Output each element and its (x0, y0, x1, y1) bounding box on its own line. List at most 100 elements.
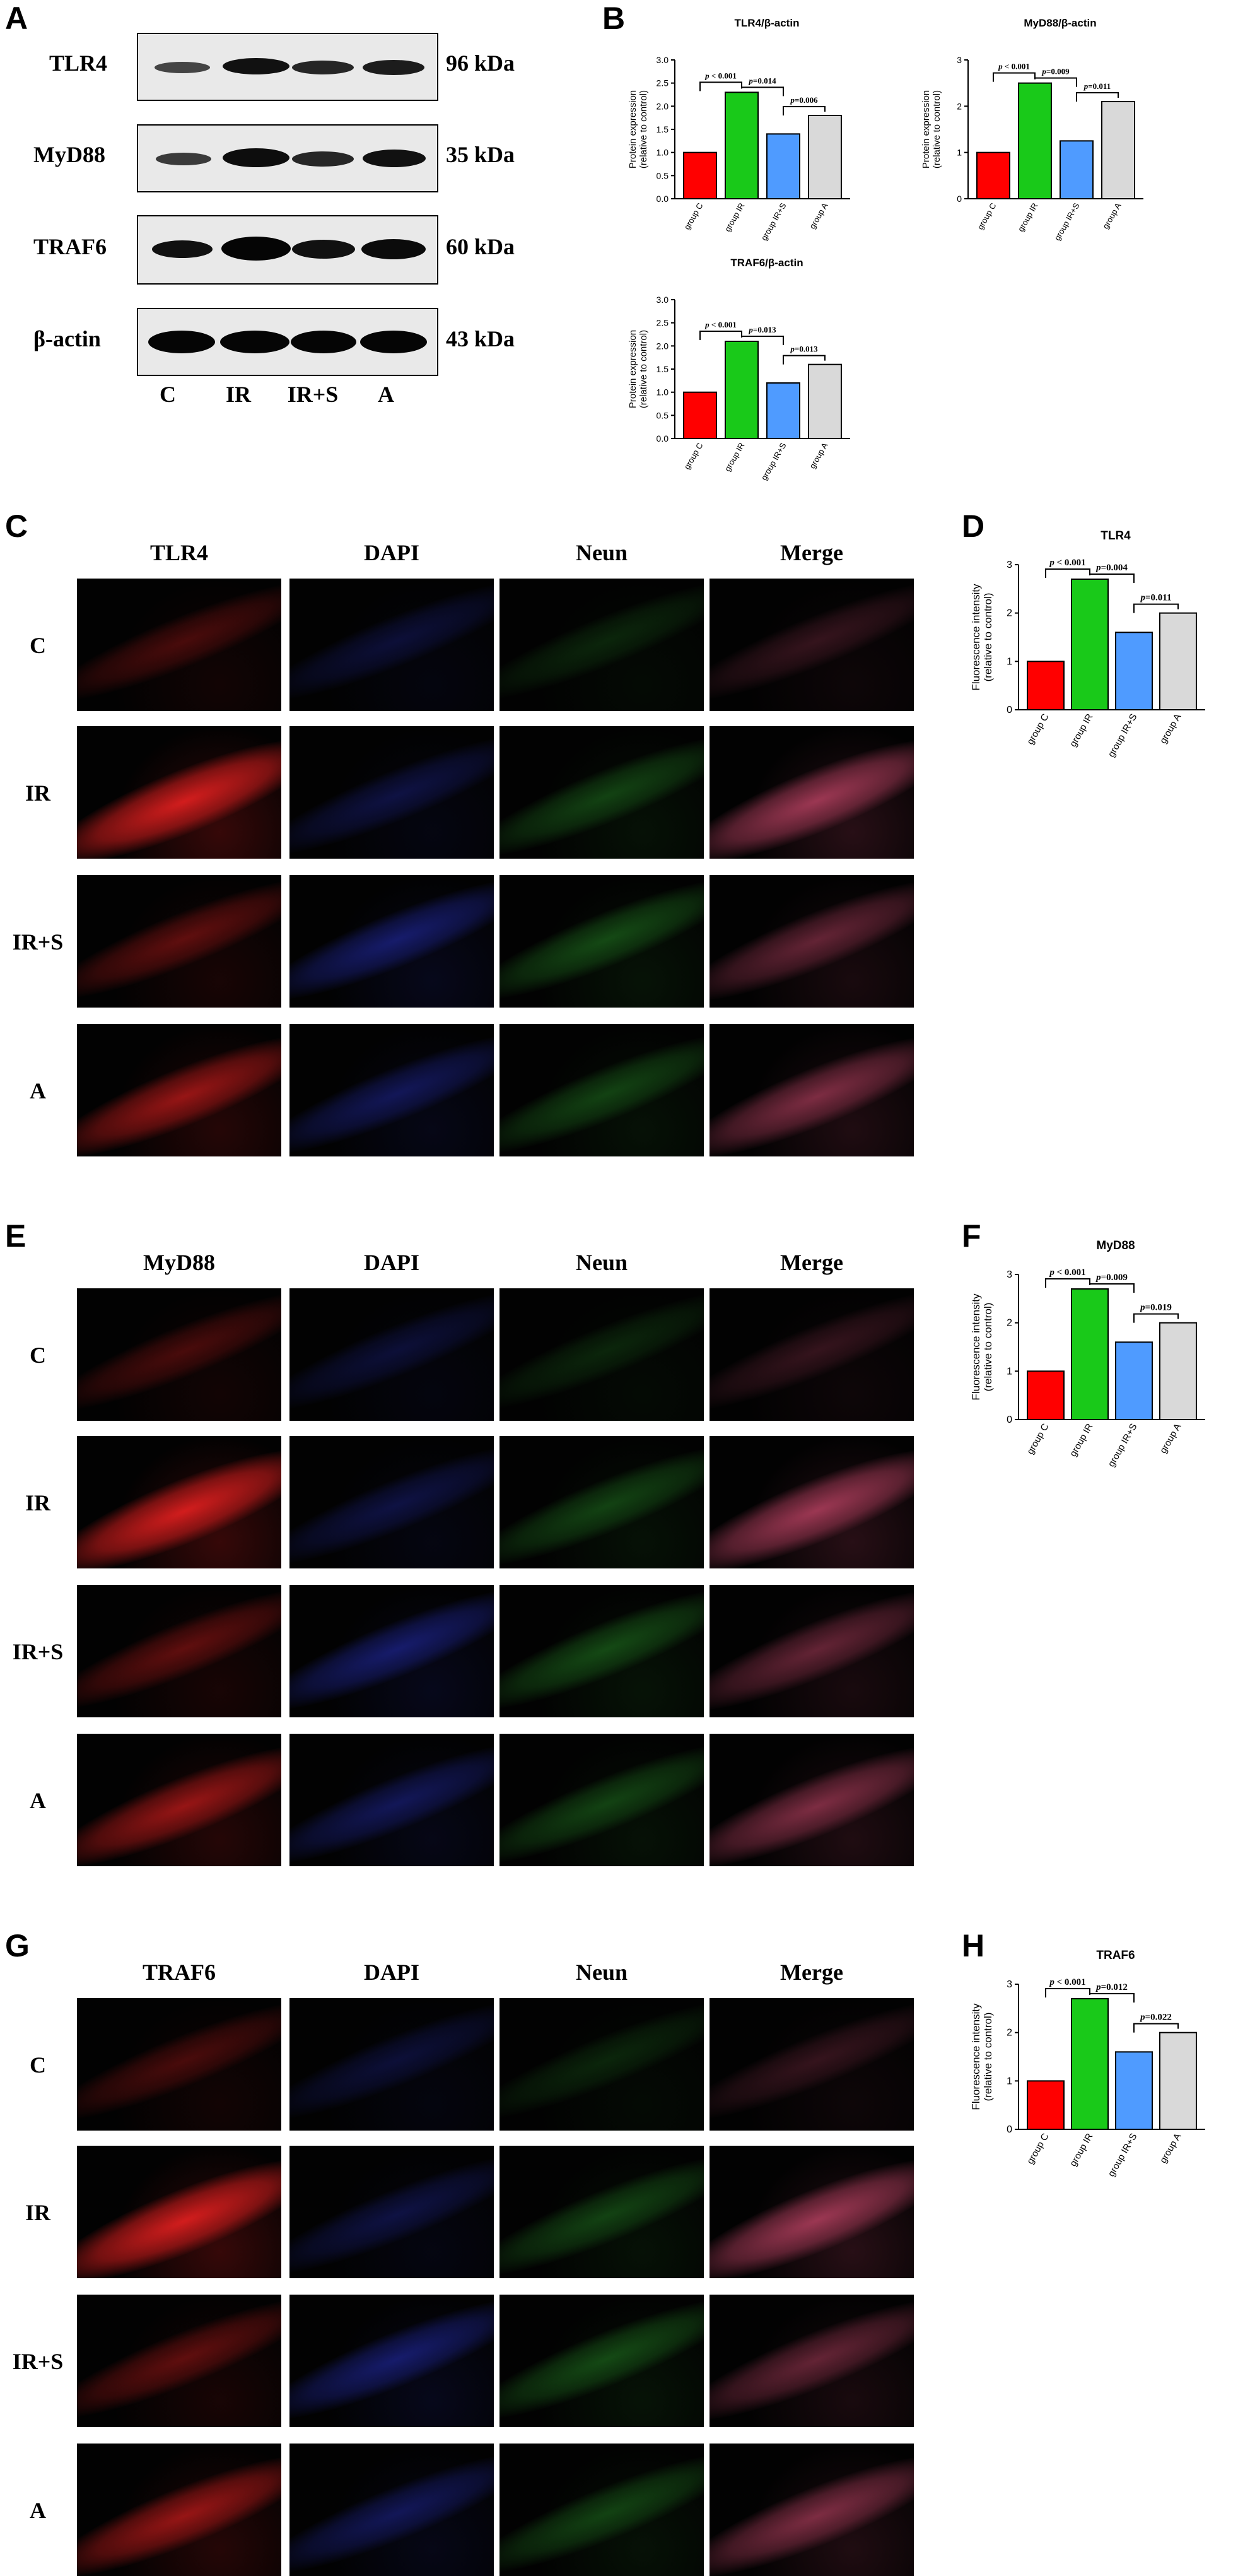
category-label: group IR (723, 201, 747, 233)
bar-group-a (808, 363, 842, 440)
background-glow (710, 2444, 914, 2576)
y-axis-label-line-1: Fluorescence intensity (970, 2003, 982, 2110)
p-symbol: p (1139, 2013, 1145, 2023)
chart-title: TLR4/β-actin (735, 17, 800, 29)
if-row-label: IR+S (12, 929, 64, 955)
category-label: group IR+S (1106, 2132, 1140, 2179)
micrograph-merge (710, 2146, 914, 2278)
y-tick-label: 0.5 (657, 170, 669, 180)
if-row-label: IR (25, 2200, 50, 2225)
background-glow (499, 2444, 704, 2576)
y-tick-label: 3 (957, 55, 962, 65)
background-glow (77, 1288, 281, 1421)
micrograph-marker (77, 1734, 281, 1866)
background-glow (499, 579, 704, 711)
micrograph-merge (710, 726, 914, 859)
bar-group-ir (1071, 1998, 1109, 2130)
significance-bracket (699, 331, 742, 340)
micrograph-dapi (289, 1998, 494, 2131)
y-axis-label-line-2: (relative to control) (982, 1303, 994, 1392)
background-glow (710, 1585, 914, 1717)
blot-myd88 (137, 124, 438, 192)
y-tick-label: 0 (1007, 1414, 1012, 1425)
bar-group-ir (1018, 82, 1052, 199)
p-value: =0.013 (753, 325, 776, 334)
background-glow (77, 2146, 281, 2278)
background-glow (289, 1288, 494, 1421)
category-label: group IR (1068, 2131, 1095, 2168)
micrograph-marker (77, 1288, 281, 1421)
y-tick-label: 3 (1007, 1269, 1012, 1280)
micrograph-merge (710, 1288, 914, 1421)
micrograph-dapi (289, 1436, 494, 1568)
bar-group-c (683, 391, 717, 440)
if-row-label: A (30, 1788, 46, 1813)
bar-group-ir-s (1115, 632, 1153, 710)
if-header-marker: TRAF6 (143, 1960, 216, 1985)
panel-g-letter: G (5, 1928, 30, 1963)
y-tick-label: 1.0 (657, 387, 669, 397)
category-label: group A (1158, 712, 1184, 746)
category-label: group A (807, 201, 830, 231)
micrograph-merge (710, 1585, 914, 1717)
micrograph-dapi (289, 2146, 494, 2278)
p-value-label: p=0.013 (748, 325, 776, 334)
p-value: =0.004 (1101, 563, 1128, 573)
background-glow (289, 2295, 494, 2427)
y-axis-label: Fluorescence intensity(relative to contr… (970, 1293, 994, 1401)
y-tick-label: 1 (957, 148, 962, 158)
micrograph-marker (77, 875, 281, 1008)
background-glow (710, 2295, 914, 2427)
micrograph-marker (77, 1436, 281, 1568)
background-glow (77, 579, 281, 711)
category-label: group IR (723, 441, 747, 473)
p-symbol: p (790, 344, 795, 354)
p-value: =0.012 (1101, 1982, 1128, 1992)
category-label: group IR (1016, 201, 1040, 233)
y-tick-label: 2.5 (657, 78, 669, 88)
micrograph-marker (77, 2146, 281, 2278)
if-row-label: C (30, 1343, 46, 1368)
y-tick-label: 2 (1007, 608, 1012, 619)
y-tick-label: 0 (1007, 705, 1012, 715)
chart-myd88-if: MyD88 Fluorescence intensity(relative to … (970, 1239, 1205, 1469)
background-glow (499, 1024, 704, 1156)
if-header-neun: Neun (575, 1960, 628, 1985)
micrograph-marker (77, 579, 281, 711)
if-header-neun: Neun (575, 540, 628, 565)
background-glow (710, 1436, 914, 1568)
micrograph-neun (499, 1998, 704, 2131)
wb-kda-tlr4: 96 kDa (446, 50, 515, 76)
significance-bracket (783, 106, 826, 115)
y-tick-label: 1 (1007, 2076, 1012, 2086)
bar-group-c (683, 151, 717, 200)
p-symbol: p (1139, 1303, 1145, 1313)
background-glow (77, 1734, 281, 1866)
bar-group-ir-s (1060, 140, 1094, 199)
significance-bracket (1034, 77, 1077, 87)
micrograph-dapi (289, 875, 494, 1008)
p-symbol: p (704, 320, 710, 329)
chart-title: MyD88/β-actin (1024, 17, 1096, 29)
background-glow (499, 1585, 704, 1717)
p-value: =0.022 (1145, 2013, 1172, 2023)
wb-lane-a: A (378, 382, 394, 407)
significance-bracket (741, 336, 784, 345)
wb-lane-ir: IR (225, 382, 251, 407)
background-glow (289, 726, 494, 859)
micrograph-dapi (289, 2295, 494, 2427)
background-glow (289, 875, 494, 1008)
significance-bracket (699, 81, 742, 91)
bar-group-a (1159, 612, 1197, 710)
background-glow (499, 875, 704, 1008)
background-glow (499, 1734, 704, 1866)
if-header-merge: Merge (780, 540, 843, 565)
background-glow (710, 1288, 914, 1421)
p-value-label: p < 0.001 (704, 71, 737, 80)
micrograph-dapi (289, 1585, 494, 1717)
p-value-label: p=0.009 (1041, 67, 1070, 76)
micrograph-dapi (289, 726, 494, 859)
micrograph-merge (710, 1734, 914, 1866)
p-symbol: p (1041, 67, 1046, 76)
micrograph-dapi (289, 1024, 494, 1156)
